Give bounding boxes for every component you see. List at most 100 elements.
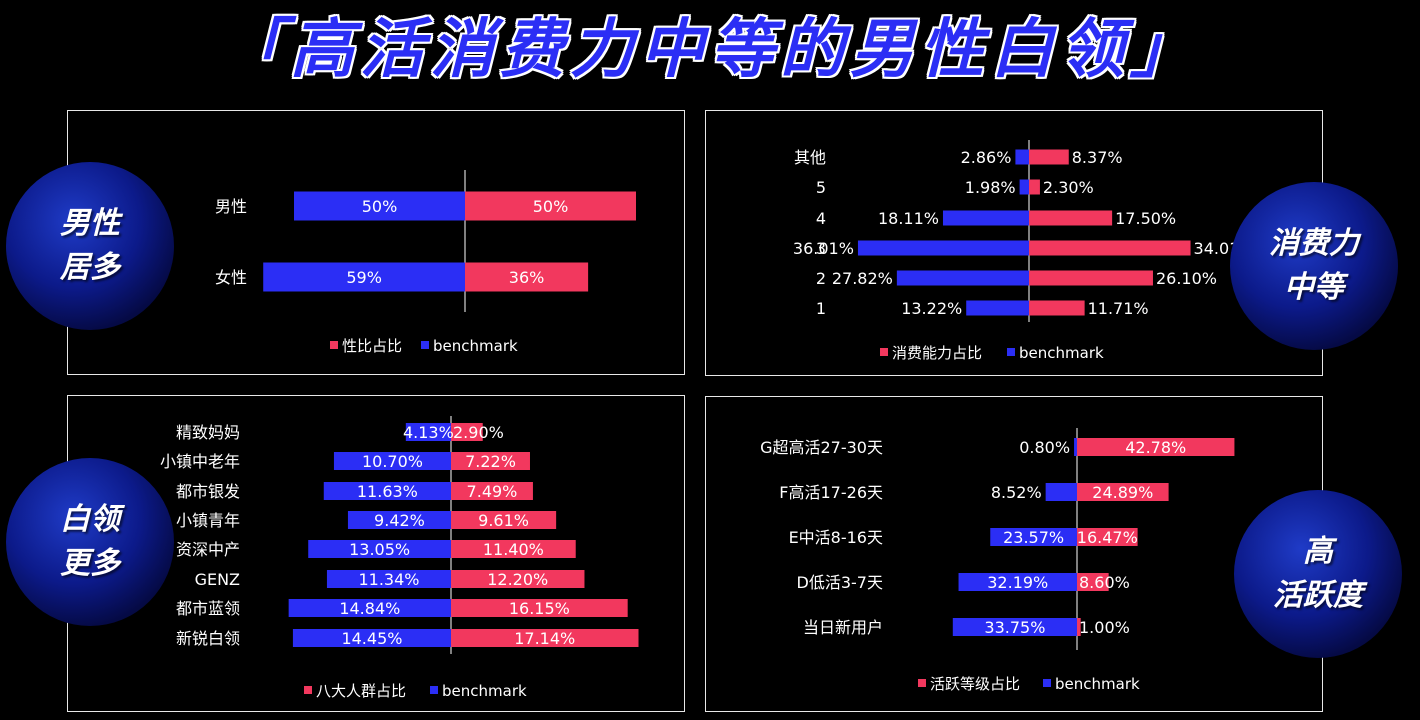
crowd-data-label-primary: 2.90% [453,423,504,442]
activity-bar-benchmark [1074,438,1077,456]
crowd-bar-primary [451,629,639,647]
badge-male-line1: 男性 [60,206,120,241]
badge-whitecollar-line2: 更多 [60,546,120,581]
badge-male-line2: 居多 [60,250,120,285]
crowd-data-label-benchmark: 4.13% [403,423,454,442]
consumption-data-label-benchmark: 13.22% [901,299,962,318]
crowd-data-label-primary: 12.20% [487,570,548,589]
consumption-legend-swatch-benchmark [1007,348,1015,356]
consumption-bar-primary [1029,179,1040,195]
consumption-category-label: 2 [816,269,826,288]
consumption-category-label: 1 [816,299,826,318]
activity-bar-benchmark [1045,483,1077,501]
crowd-bar-benchmark [405,423,451,441]
consumption-data-label-primary: 11.71% [1088,299,1149,318]
crowd-category-label: 新锐白领 [176,629,240,648]
consumption-legend-swatch-primary [880,348,888,356]
crowd-bar-benchmark [333,452,451,470]
activity-category-label: D低活3-7天 [797,573,883,592]
activity-legend-label-benchmark: benchmark [1055,675,1140,693]
crowd-data-label-primary: 17.14% [514,629,575,648]
consumption-data-label-benchmark: 1.98% [965,178,1016,197]
consumption-bar-primary [1029,149,1069,165]
crowd-data-label-primary: 11.40% [483,540,544,559]
gender-bar-primary [465,191,636,221]
crowd-bar-primary [451,452,530,470]
consumption-data-label-primary: 8.37% [1072,148,1123,167]
activity-bar-benchmark [952,618,1077,636]
badge-male: 男性 居多 [6,162,174,330]
activity-data-label-primary: 24.89% [1092,483,1153,502]
crowd-category-label: 都市银发 [176,482,240,501]
consumption-data-label-primary: 17.50% [1115,209,1176,228]
crowd-bar-benchmark [288,599,451,617]
consumption-legend-label-benchmark: benchmark [1019,344,1104,362]
activity-data-label-benchmark: 0.80% [1019,438,1070,457]
activity-bar-primary [1077,438,1235,456]
crowd-data-label-primary: 7.49% [467,482,518,501]
activity-category-label: G超高活27-30天 [760,438,883,457]
consumption-legend-label-primary: 消费能力占比 [892,344,982,362]
crowd-legend-label-primary: 八大人群占比 [316,682,406,700]
page-title: 「高活消费力中等的男性白领」 [220,13,1200,87]
consumption-bar-benchmark [1019,179,1029,195]
consumption-data-label-primary: 2.30% [1043,178,1094,197]
activity-bar-primary [1077,573,1109,591]
activity-data-label-primary: 8.60% [1079,573,1130,592]
badge-activity-line1: 高 [1303,534,1333,569]
crowd-bar-benchmark [323,482,451,500]
activity-bar-primary [1077,483,1169,501]
crowd-legend-label-benchmark: benchmark [442,682,527,700]
activity-bar-benchmark [990,528,1077,546]
consumption-category-label: 4 [816,209,826,228]
badge-consumption-line2: 中等 [1284,270,1344,305]
gender-bar-benchmark [263,262,465,292]
crowd-bar-primary [451,570,585,588]
activity-category-label: E中活8-16天 [789,528,883,547]
crowd-category-label: GENZ [195,570,240,589]
crowd-bar-primary [451,540,576,558]
crowd-bar-benchmark [292,629,451,647]
consumption-bar-primary [1029,270,1153,286]
consumption-bar-benchmark [1015,149,1029,165]
consumption-bar-primary [1029,210,1113,226]
consumption-category-label: 3 [816,239,826,258]
crowd-bar-primary [451,511,557,529]
activity-legend-swatch-primary [918,679,926,687]
crowd-data-label-benchmark: 9.42% [374,511,425,530]
consumption-category-label: 5 [816,178,826,197]
crowd-data-label-primary: 16.15% [509,599,570,618]
crowd-category-label: 精致妈妈 [176,423,240,442]
consumption-bar-benchmark [942,210,1029,226]
activity-bar-primary [1077,528,1138,546]
gender-legend-swatch-primary [330,341,338,349]
crowd-category-label: 资深中产 [176,540,240,559]
gender-category-label: 男性 [215,197,247,216]
activity-data-label-primary: 16.47% [1077,528,1138,547]
consumption-bar-benchmark [966,300,1029,316]
gender-bar-primary [465,262,589,292]
badge-consumption-line1: 消费力 [1269,226,1359,261]
crowd-bar-benchmark [326,570,451,588]
crowd-category-label: 小镇中老年 [160,452,240,471]
crowd-bar-primary [451,423,483,441]
activity-category-label: F高活17-26天 [779,483,883,502]
consumption-category-label: 其他 [794,148,826,167]
activity-data-label-benchmark: 33.75% [984,618,1045,637]
crowd-data-label-primary: 7.22% [465,452,516,471]
crowd-data-label-benchmark: 11.34% [358,570,419,589]
badge-whitecollar-line1: 白领 [60,502,120,537]
consumption-data-label-benchmark: 36.01% [793,239,854,258]
gender-legend-swatch-benchmark [421,341,429,349]
consumption-bar-primary [1029,300,1085,316]
crowd-bar-benchmark [308,540,451,558]
badge-activity: 高 活跃度 [1234,490,1402,658]
crowd-data-label-benchmark: 14.45% [341,629,402,648]
activity-legend-label-primary: 活跃等级占比 [930,675,1020,693]
gender-data-label-benchmark: 59% [346,268,382,287]
consumption-data-label-benchmark: 18.11% [878,209,939,228]
badge-consumption: 消费力 中等 [1230,182,1398,350]
crowd-bar-primary [451,599,628,617]
activity-data-label-benchmark: 32.19% [987,573,1048,592]
